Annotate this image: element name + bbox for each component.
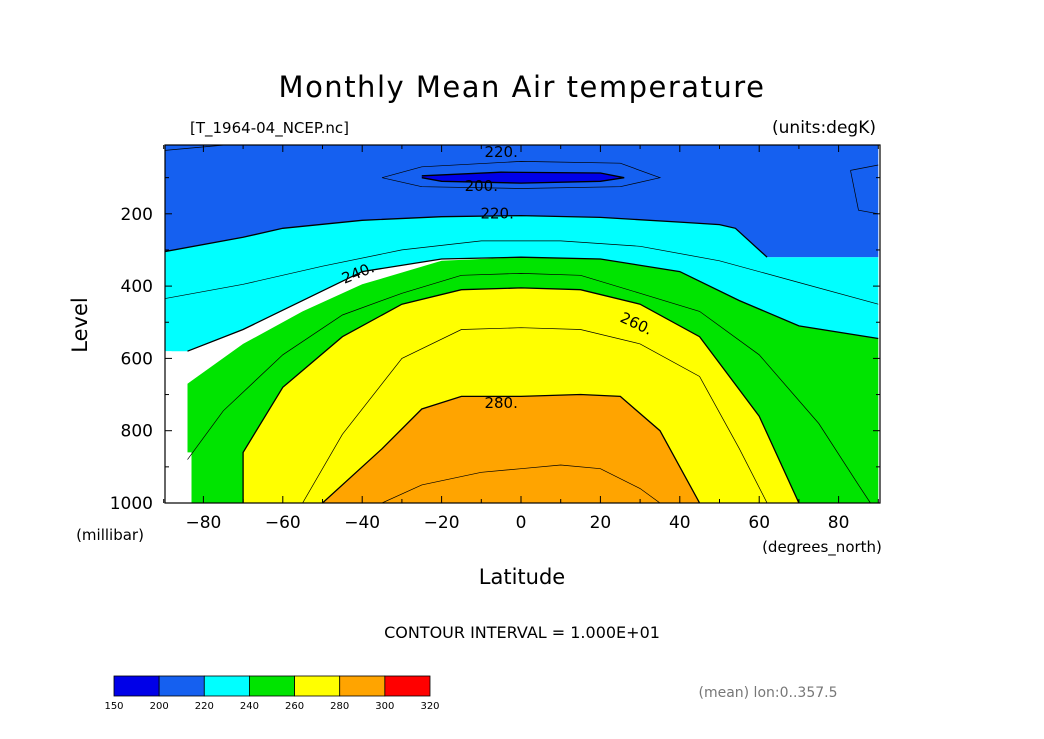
- band-280-300: [322, 394, 700, 503]
- x-tick-label: 20: [590, 513, 612, 533]
- contour-line: [850, 170, 879, 215]
- colorbar-swatch: [158, 675, 205, 697]
- colorbar-swatch: [339, 675, 386, 697]
- x-tick-label: 0: [516, 513, 527, 533]
- colorbar-swatch: [203, 675, 250, 697]
- colorbar-label: 280: [330, 701, 349, 712]
- band-150-200: [421, 172, 625, 184]
- contour-label: 200.: [465, 177, 498, 195]
- contour-line-major: [165, 214, 768, 258]
- units-label: (units:degK): [772, 118, 876, 138]
- contour-lines: [165, 145, 879, 503]
- chart-title: Monthly Mean Air temperature: [279, 70, 766, 104]
- x-tick-label: −40: [344, 513, 380, 533]
- y-tick-label: 400: [121, 277, 153, 297]
- contour-label: 220.: [480, 204, 513, 222]
- contour-line: [381, 161, 662, 189]
- file-name-label: [T_1964-04_NCEP.nc]: [190, 119, 349, 138]
- contour-line: [165, 240, 879, 305]
- contour-line-major: [242, 287, 800, 503]
- colorbar-label: 320: [420, 701, 439, 712]
- footer-mean-label: (mean) lon:0..357.5: [698, 685, 837, 701]
- x-tick-label: −80: [185, 513, 221, 533]
- y-units-label: (millibar): [76, 526, 144, 544]
- missing-data-region: [165, 351, 192, 503]
- x-tick-label: −20: [424, 513, 460, 533]
- plot-area: [165, 145, 879, 503]
- contour-label: 220.: [484, 143, 517, 161]
- colorbar-label: 150: [104, 701, 123, 712]
- contour-line: [381, 464, 661, 503]
- band-200-220: [165, 145, 879, 258]
- contour-interval-label: CONTOUR INTERVAL = 1.000E+01: [384, 623, 660, 642]
- x-units-label: (degrees_north): [762, 538, 882, 557]
- colorbar-swatch: [249, 675, 295, 697]
- colorbar-label: 240: [240, 701, 259, 712]
- contour-line-major: [421, 171, 625, 184]
- y-axis-label: Level: [68, 297, 92, 352]
- y-tick-label: 200: [121, 205, 153, 225]
- contour-line: [187, 273, 871, 503]
- axis-ticks: −80 −60 −40 −20 0 20 40 60 80 200 400 600 800 1000: [110, 145, 880, 533]
- y-tick-label: 800: [121, 422, 153, 442]
- colorbar-swatch: [113, 675, 160, 697]
- x-axis-label: Latitude: [479, 565, 565, 589]
- colorbar: 150 200 220 240 260 280 300 320: [104, 675, 440, 712]
- y-tick-label: 1000: [110, 494, 153, 514]
- contour-line: [850, 164, 879, 171]
- colorbar-label: 260: [285, 701, 304, 712]
- colorbar-label: 200: [150, 701, 169, 712]
- contour-line-major: [187, 256, 879, 352]
- x-tick-label: 80: [828, 513, 850, 533]
- colorbar-label: 300: [375, 701, 394, 712]
- x-tick-label: 40: [669, 513, 691, 533]
- contour-label: 280.: [484, 394, 517, 412]
- contour-line: [302, 327, 768, 503]
- y-tick-label: 600: [121, 349, 153, 369]
- plot-frame: [164, 144, 881, 504]
- contour-line-major: [322, 393, 701, 503]
- colorbar-label: 220: [195, 701, 214, 712]
- contour-line: [165, 145, 224, 151]
- x-tick-label: 60: [748, 513, 770, 533]
- band-220-240: [165, 215, 879, 352]
- x-tick-label: −60: [265, 513, 301, 533]
- colorbar-swatch: [384, 675, 431, 697]
- colorbar-swatch: [294, 675, 341, 697]
